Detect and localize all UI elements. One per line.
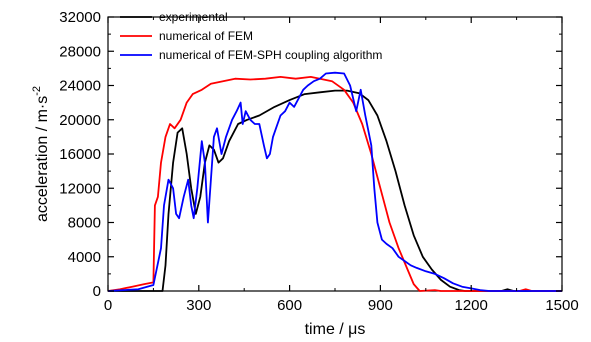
y-axis-title: acceleration / m·s-2 <box>31 86 51 222</box>
x-tick-label: 1500 <box>545 297 578 314</box>
y-tick-label: 8000 <box>68 215 101 232</box>
y-tick-label: 16000 <box>59 146 101 163</box>
series-layer <box>107 71 562 292</box>
x-tick-label: 0 <box>104 297 112 314</box>
x-tick-label: 600 <box>277 297 302 314</box>
x-tick-label: 900 <box>368 297 393 314</box>
y-tick-label: 12000 <box>59 180 101 197</box>
plot-area <box>107 16 563 292</box>
y-tick-label: 0 <box>93 283 101 300</box>
y-axis-title-exponent: -2 <box>31 86 43 96</box>
x-tick-label: 300 <box>186 297 211 314</box>
x-axis-title: time / μs <box>305 321 366 338</box>
legend-label-3: numerical of FEM-SPH coupling algorithm <box>159 48 382 62</box>
x-tick-label: 1200 <box>455 297 488 314</box>
legend: experimental numerical of FEM numerical of… <box>120 10 382 62</box>
y-tick-label: 4000 <box>68 249 101 266</box>
y-tick-label: 20000 <box>59 112 101 129</box>
y-axis-title-main: acceleration / m·s <box>34 96 51 222</box>
y-tick-label: 24000 <box>59 78 101 95</box>
y-tick-label: 32000 <box>59 9 101 26</box>
legend-label-2: numerical of FEM <box>159 29 253 43</box>
series-line-1 <box>108 89 562 292</box>
series-line-2 <box>107 76 562 292</box>
ticks-layer <box>107 16 563 292</box>
series-line-3 <box>107 71 562 292</box>
svg-text:acceleration / m·s-2: acceleration / m·s-2 <box>31 86 51 222</box>
legend-label-1: experimental <box>159 10 228 24</box>
axis-labels: 0 300 600 900 1200 1500 0 4000 8000 12000 16000 200… <box>59 9 578 314</box>
y-tick-label: 28000 <box>59 43 101 60</box>
